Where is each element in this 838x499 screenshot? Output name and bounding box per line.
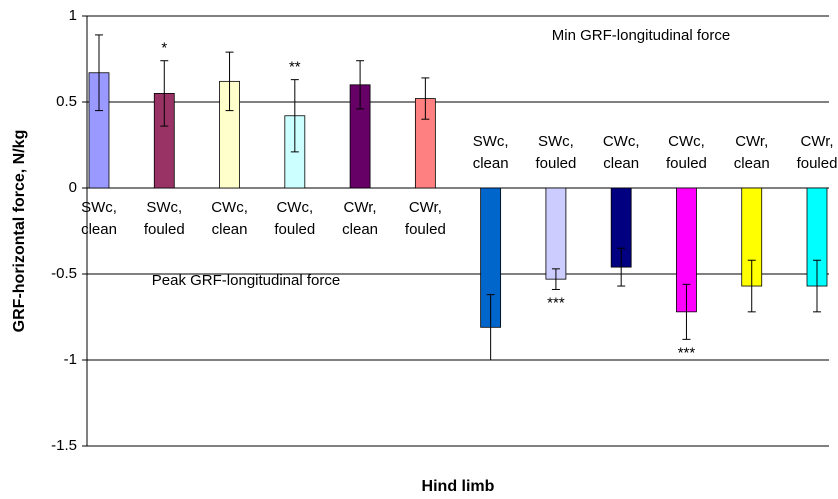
x-tick-label: fouled	[405, 221, 446, 238]
x-tick-label: CWr,	[800, 133, 833, 150]
x-tick-label: clean	[81, 221, 117, 238]
y-tick-label: 0	[69, 179, 77, 196]
x-tick-label: SWc,	[538, 133, 574, 150]
x-tick-label: fouled	[274, 221, 315, 238]
x-tick-label: SWc,	[81, 199, 117, 216]
significance: ***	[547, 294, 565, 311]
y-tick-label: 0.5	[56, 93, 77, 110]
x-tick-label: SWc,	[146, 199, 182, 216]
significance: **	[289, 59, 301, 76]
x-tick-label: fouled	[666, 155, 707, 172]
x-tick-label: CWr,	[409, 199, 442, 216]
x-tick-label: fouled	[797, 155, 838, 172]
x-tick-label: clean	[473, 155, 509, 172]
y-tick-label: -0.5	[51, 265, 77, 282]
x-tick-label: clean	[342, 221, 378, 238]
significance: ***	[678, 344, 696, 361]
x-tick-label: CWc,	[603, 133, 640, 150]
y-tick-label: -1	[64, 351, 77, 368]
x-tick-label: SWc,	[473, 133, 509, 150]
y-tick-label: 1	[69, 7, 77, 24]
annotation: Min GRF-longitudinal force	[552, 27, 730, 44]
bar	[545, 187, 567, 280]
x-tick-label: fouled	[535, 155, 576, 172]
x-tick-label: clean	[734, 155, 770, 172]
x-tick-label: CWc,	[668, 133, 705, 150]
x-tick-label: fouled	[144, 221, 185, 238]
y-axis-label: GRF-horizontal force, N/kg	[11, 130, 28, 333]
significance: *	[161, 40, 167, 57]
x-tick-label: CWr,	[735, 133, 768, 150]
x-tick-label: CWc,	[276, 199, 313, 216]
y-tick-label: -1.5	[51, 437, 77, 454]
x-tick-label: clean	[212, 221, 248, 238]
x-axis-label: Hind limb	[422, 478, 495, 495]
x-tick-label: clean	[603, 155, 639, 172]
x-tick-label: CWc,	[211, 199, 248, 216]
x-tick-label: CWr,	[344, 199, 377, 216]
annotation: Peak GRF-longitudinal force	[152, 272, 340, 289]
